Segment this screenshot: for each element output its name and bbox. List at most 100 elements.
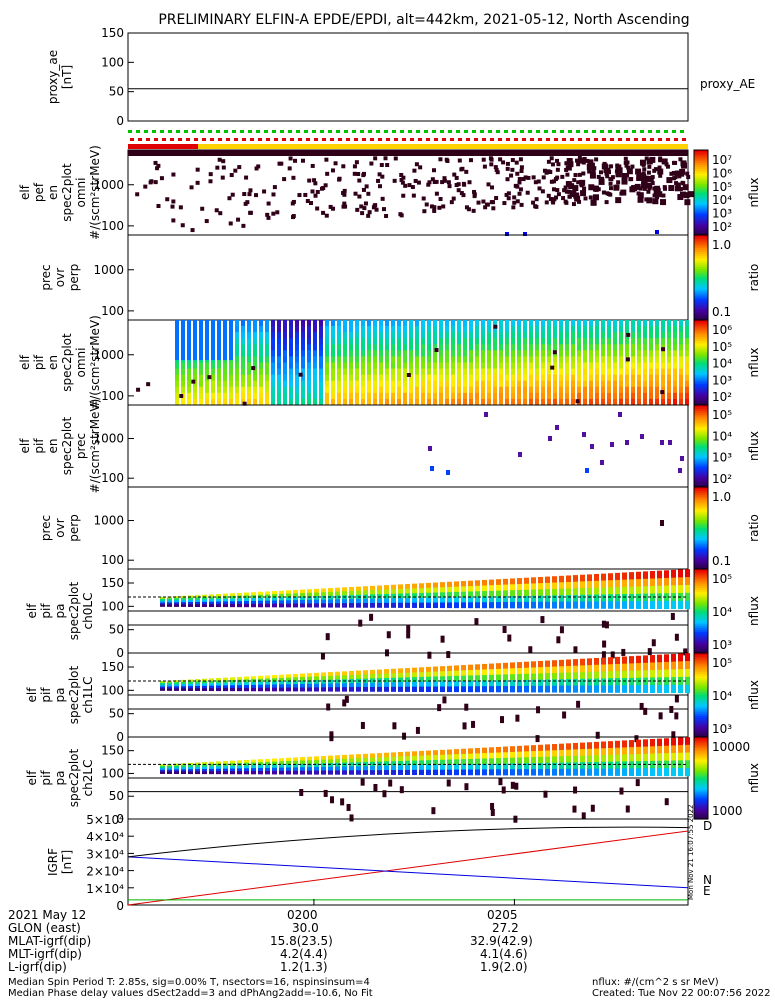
colorbar-cell — [694, 773, 708, 777]
pa-cell — [524, 583, 529, 591]
pa-cell — [307, 603, 312, 608]
spectrum-cell — [565, 350, 569, 357]
spectrum-pixel — [525, 190, 530, 195]
colorbar-cell — [694, 478, 708, 482]
spectrum-pixel — [546, 169, 551, 174]
spectrum-pixel — [493, 165, 498, 170]
spectrum-pixel — [658, 173, 663, 178]
colorbar-cell — [694, 279, 708, 283]
spectrum-cell — [661, 326, 665, 333]
spectrum-cell — [463, 386, 467, 394]
spectrum-cell — [457, 326, 461, 333]
pa-pixel — [540, 616, 545, 624]
spectrum-cell — [457, 398, 461, 406]
pa-cell — [615, 671, 620, 679]
colorbar-cell — [694, 460, 708, 463]
colorbar-cell — [694, 283, 708, 287]
pa-cell — [419, 583, 424, 589]
pa-cell — [363, 598, 368, 604]
pa-cell — [251, 603, 256, 608]
spectrum-cell — [499, 374, 503, 382]
spectrum-cell — [301, 398, 305, 406]
pa-cell — [538, 601, 543, 609]
spectrum-cell — [631, 332, 635, 339]
pa-cell — [272, 678, 277, 682]
pa-cell — [286, 680, 291, 685]
spectrum-cell — [397, 332, 401, 339]
spectrum-pixel — [551, 187, 556, 192]
pa-cell — [440, 676, 445, 682]
spectrum-cell — [409, 368, 413, 376]
spectrum-pixel — [582, 432, 586, 437]
colorbar-cell — [694, 162, 708, 166]
pa-cell — [230, 771, 235, 775]
colorbar-cell — [694, 632, 708, 635]
spectrum-cell — [475, 338, 479, 345]
pa-cell — [342, 587, 347, 592]
spectrum-cell — [373, 356, 377, 363]
igrf-label-d: D — [703, 819, 712, 833]
spectrum-cell — [619, 380, 623, 388]
spectrum-cell — [397, 338, 401, 345]
pa-pixel — [604, 621, 609, 629]
spectrum-cell — [301, 380, 305, 388]
spectrum-pixel — [585, 468, 589, 473]
pa-cell — [314, 603, 319, 608]
spectrum-cell — [271, 380, 275, 388]
spectrum-pixel — [337, 177, 342, 182]
pa-cell — [587, 658, 592, 666]
spectrum-cell — [295, 368, 299, 376]
spectrum-cell — [229, 380, 233, 388]
spectrum-cell — [457, 344, 461, 351]
pa-cell — [216, 771, 221, 775]
pa-cell — [489, 769, 494, 776]
status-mark-red — [602, 138, 606, 141]
pa-cell — [426, 760, 431, 766]
pa-cell — [300, 593, 305, 598]
spectrum-cell — [565, 398, 569, 406]
pa-cell — [433, 750, 438, 756]
spectrum-cell — [241, 332, 245, 339]
spectrum-cell — [313, 368, 317, 376]
pa-cell — [454, 602, 459, 609]
spectrum-pixel — [366, 213, 371, 218]
spectrum-cell — [361, 368, 365, 376]
spectrum-cell — [343, 338, 347, 345]
spectrum-cell — [505, 344, 509, 351]
spectrum-cell — [319, 386, 323, 394]
spectrum-cell — [487, 392, 491, 400]
colorbar-cell — [694, 441, 708, 445]
spectrum-cell — [469, 392, 473, 400]
ytick-label: 100 — [101, 389, 124, 403]
spectrum-pixel — [413, 178, 418, 183]
spectrum-pixel — [438, 197, 443, 202]
pa-cell — [671, 669, 676, 678]
spectrum-cell — [331, 362, 335, 370]
spectrum-cell — [511, 398, 515, 406]
spectrum-cell — [637, 350, 641, 357]
spectrum-cell — [541, 326, 545, 333]
spectrum-pixel — [315, 189, 320, 194]
colorbar-cell — [694, 446, 708, 449]
spectrum-cell — [277, 338, 281, 345]
spectrum-pixel — [248, 210, 253, 215]
colorbar-cell — [694, 458, 708, 461]
spectrum-cell — [241, 386, 245, 394]
spectrum-cell — [427, 386, 431, 394]
pa-cell — [650, 662, 655, 671]
pa-cell — [524, 661, 529, 669]
spectrum-pixel — [573, 192, 580, 199]
spectrum-cell — [667, 392, 671, 400]
spectrum-pixel — [266, 201, 271, 206]
pa-cell — [587, 755, 592, 763]
colorbar-cell — [694, 767, 708, 771]
spectrum-cell — [655, 380, 659, 388]
spectrum-cell — [631, 338, 635, 345]
spectrum-cell — [319, 320, 323, 327]
pa-cell — [321, 592, 326, 597]
pa-cell — [636, 579, 641, 587]
spectrum-cell — [583, 368, 587, 376]
colorbar-cell — [694, 798, 708, 802]
pa-cell — [496, 758, 501, 765]
spectrum-pixel — [438, 157, 443, 162]
